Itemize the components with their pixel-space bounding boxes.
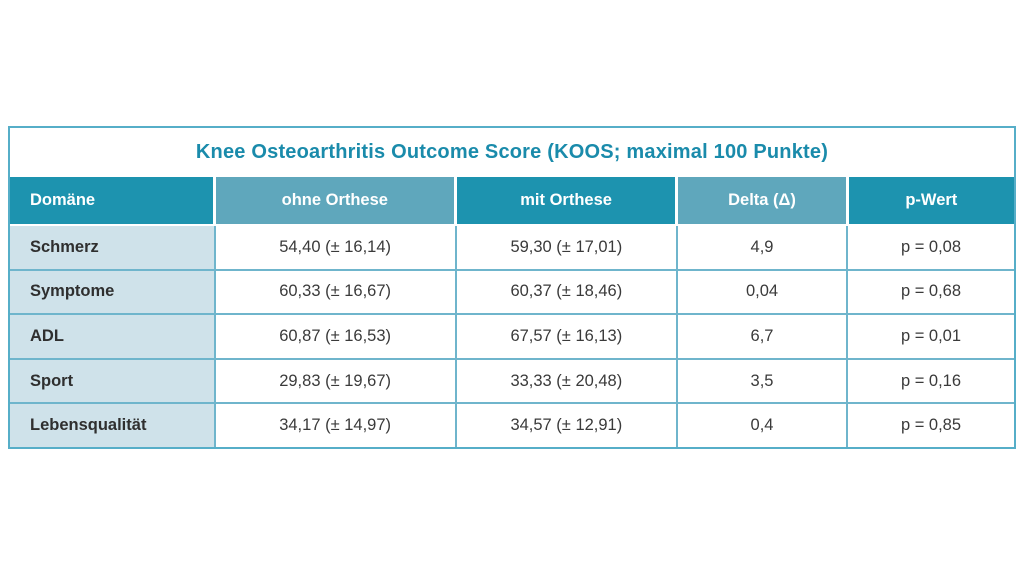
cell-sport-p: p = 0,16 (848, 359, 1014, 403)
header-cell-delta: Delta (Δ) (678, 177, 846, 224)
row-label-symptome: Symptome (10, 270, 214, 314)
cell-lebensqualitaet-delta: 0,4 (678, 404, 846, 447)
koos-table: Knee Osteoarthritis Outcome Score (KOOS;… (8, 126, 1016, 449)
cell-symptome-p: p = 0,68 (848, 270, 1014, 314)
header-cell-p-wert: p-Wert (848, 177, 1014, 224)
table-title: Knee Osteoarthritis Outcome Score (KOOS;… (195, 141, 829, 163)
row-label-sport: Sport (10, 359, 214, 403)
cell-symptome-ohne: 60,33 (± 16,67) (215, 270, 455, 314)
row-label-adl: ADL (10, 315, 214, 358)
cell-adl-delta: 6,7 (678, 315, 846, 358)
cell-adl-mit: 67,57 (± 16,13) (456, 315, 677, 358)
cell-schmerz-mit: 59,30 (± 17,01) (456, 226, 677, 269)
cell-lebensqualitaet-p: p = 0,85 (848, 404, 1014, 447)
header-cell-ohne-orthese: ohne Orthese (215, 177, 454, 224)
cell-schmerz-delta: 4,9 (678, 226, 846, 269)
header-cell-mit-orthese: mit Orthese (456, 177, 676, 224)
cell-symptome-mit: 60,37 (± 18,46) (456, 270, 677, 314)
row-label-lebensqualitaet: Lebensqualität (10, 404, 214, 447)
cell-lebensqualitaet-ohne: 34,17 (± 14,97) (215, 404, 455, 447)
cell-schmerz-ohne: 54,40 (± 16,14) (215, 226, 455, 269)
cell-lebensqualitaet-mit: 34,57 (± 12,91) (456, 404, 677, 447)
cell-adl-p: p = 0,01 (848, 315, 1014, 358)
header-cell-domaene: Domäne (10, 177, 213, 224)
cell-symptome-delta: 0,04 (678, 270, 846, 314)
table-header-row: Domäne ohne Orthese mit Orthese Delta (Δ… (10, 177, 1014, 224)
cell-adl-ohne: 60,87 (± 16,53) (215, 315, 455, 358)
cell-schmerz-p: p = 0,08 (848, 226, 1014, 269)
cell-sport-ohne: 29,83 (± 19,67) (215, 359, 455, 403)
table-body: Schmerz 54,40 (± 16,14) 59,30 (± 17,01) … (10, 226, 1014, 447)
cell-sport-mit: 33,33 (± 20,48) (456, 359, 677, 403)
cell-sport-delta: 3,5 (678, 359, 846, 403)
row-label-schmerz: Schmerz (10, 226, 214, 269)
